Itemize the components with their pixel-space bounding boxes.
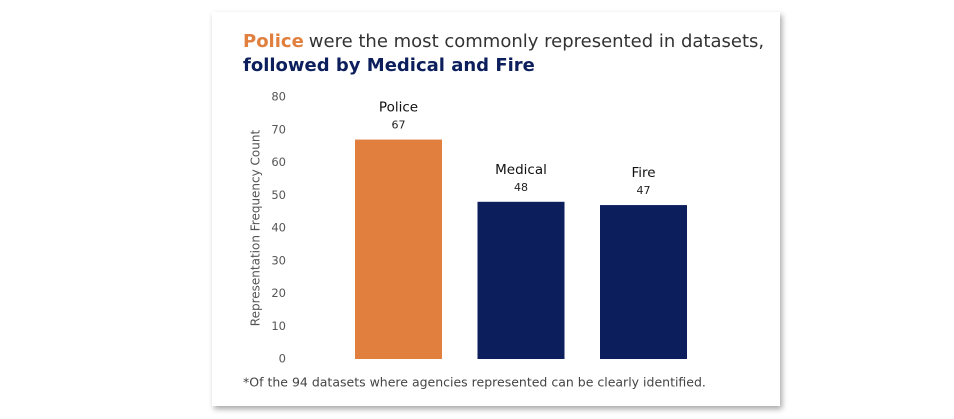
y-tick-label: 20 [271, 286, 286, 300]
category-label: Police [379, 100, 418, 116]
y-tick-label: 50 [271, 188, 286, 202]
footnote: *Of the 94 datasets where agencies repre… [243, 375, 706, 390]
bar [600, 205, 687, 359]
y-tick-label: 60 [271, 155, 286, 169]
title-highlight: Police [243, 31, 304, 52]
y-axis-label: Representation Frequency Count [249, 130, 263, 327]
y-tick-label: 10 [271, 319, 286, 333]
value-label: 67 [392, 119, 406, 132]
category-label: Medical [495, 162, 547, 178]
value-label: 47 [637, 184, 651, 197]
y-tick-label: 70 [271, 122, 286, 136]
bar [477, 201, 565, 359]
category-label: Fire [631, 165, 655, 181]
chart-subtitle: followed by Medical and Fire [243, 55, 535, 76]
y-tick-label: 40 [271, 221, 286, 235]
chart-title: Police were the most commonly represented… [243, 31, 764, 52]
title-text: were the most commonly represented in da… [309, 31, 764, 52]
value-label: 48 [514, 181, 528, 194]
y-tick-label: 30 [271, 253, 286, 267]
y-tick-label: 80 [271, 90, 286, 104]
y-tick-label: 0 [279, 352, 286, 366]
bar [355, 139, 442, 359]
